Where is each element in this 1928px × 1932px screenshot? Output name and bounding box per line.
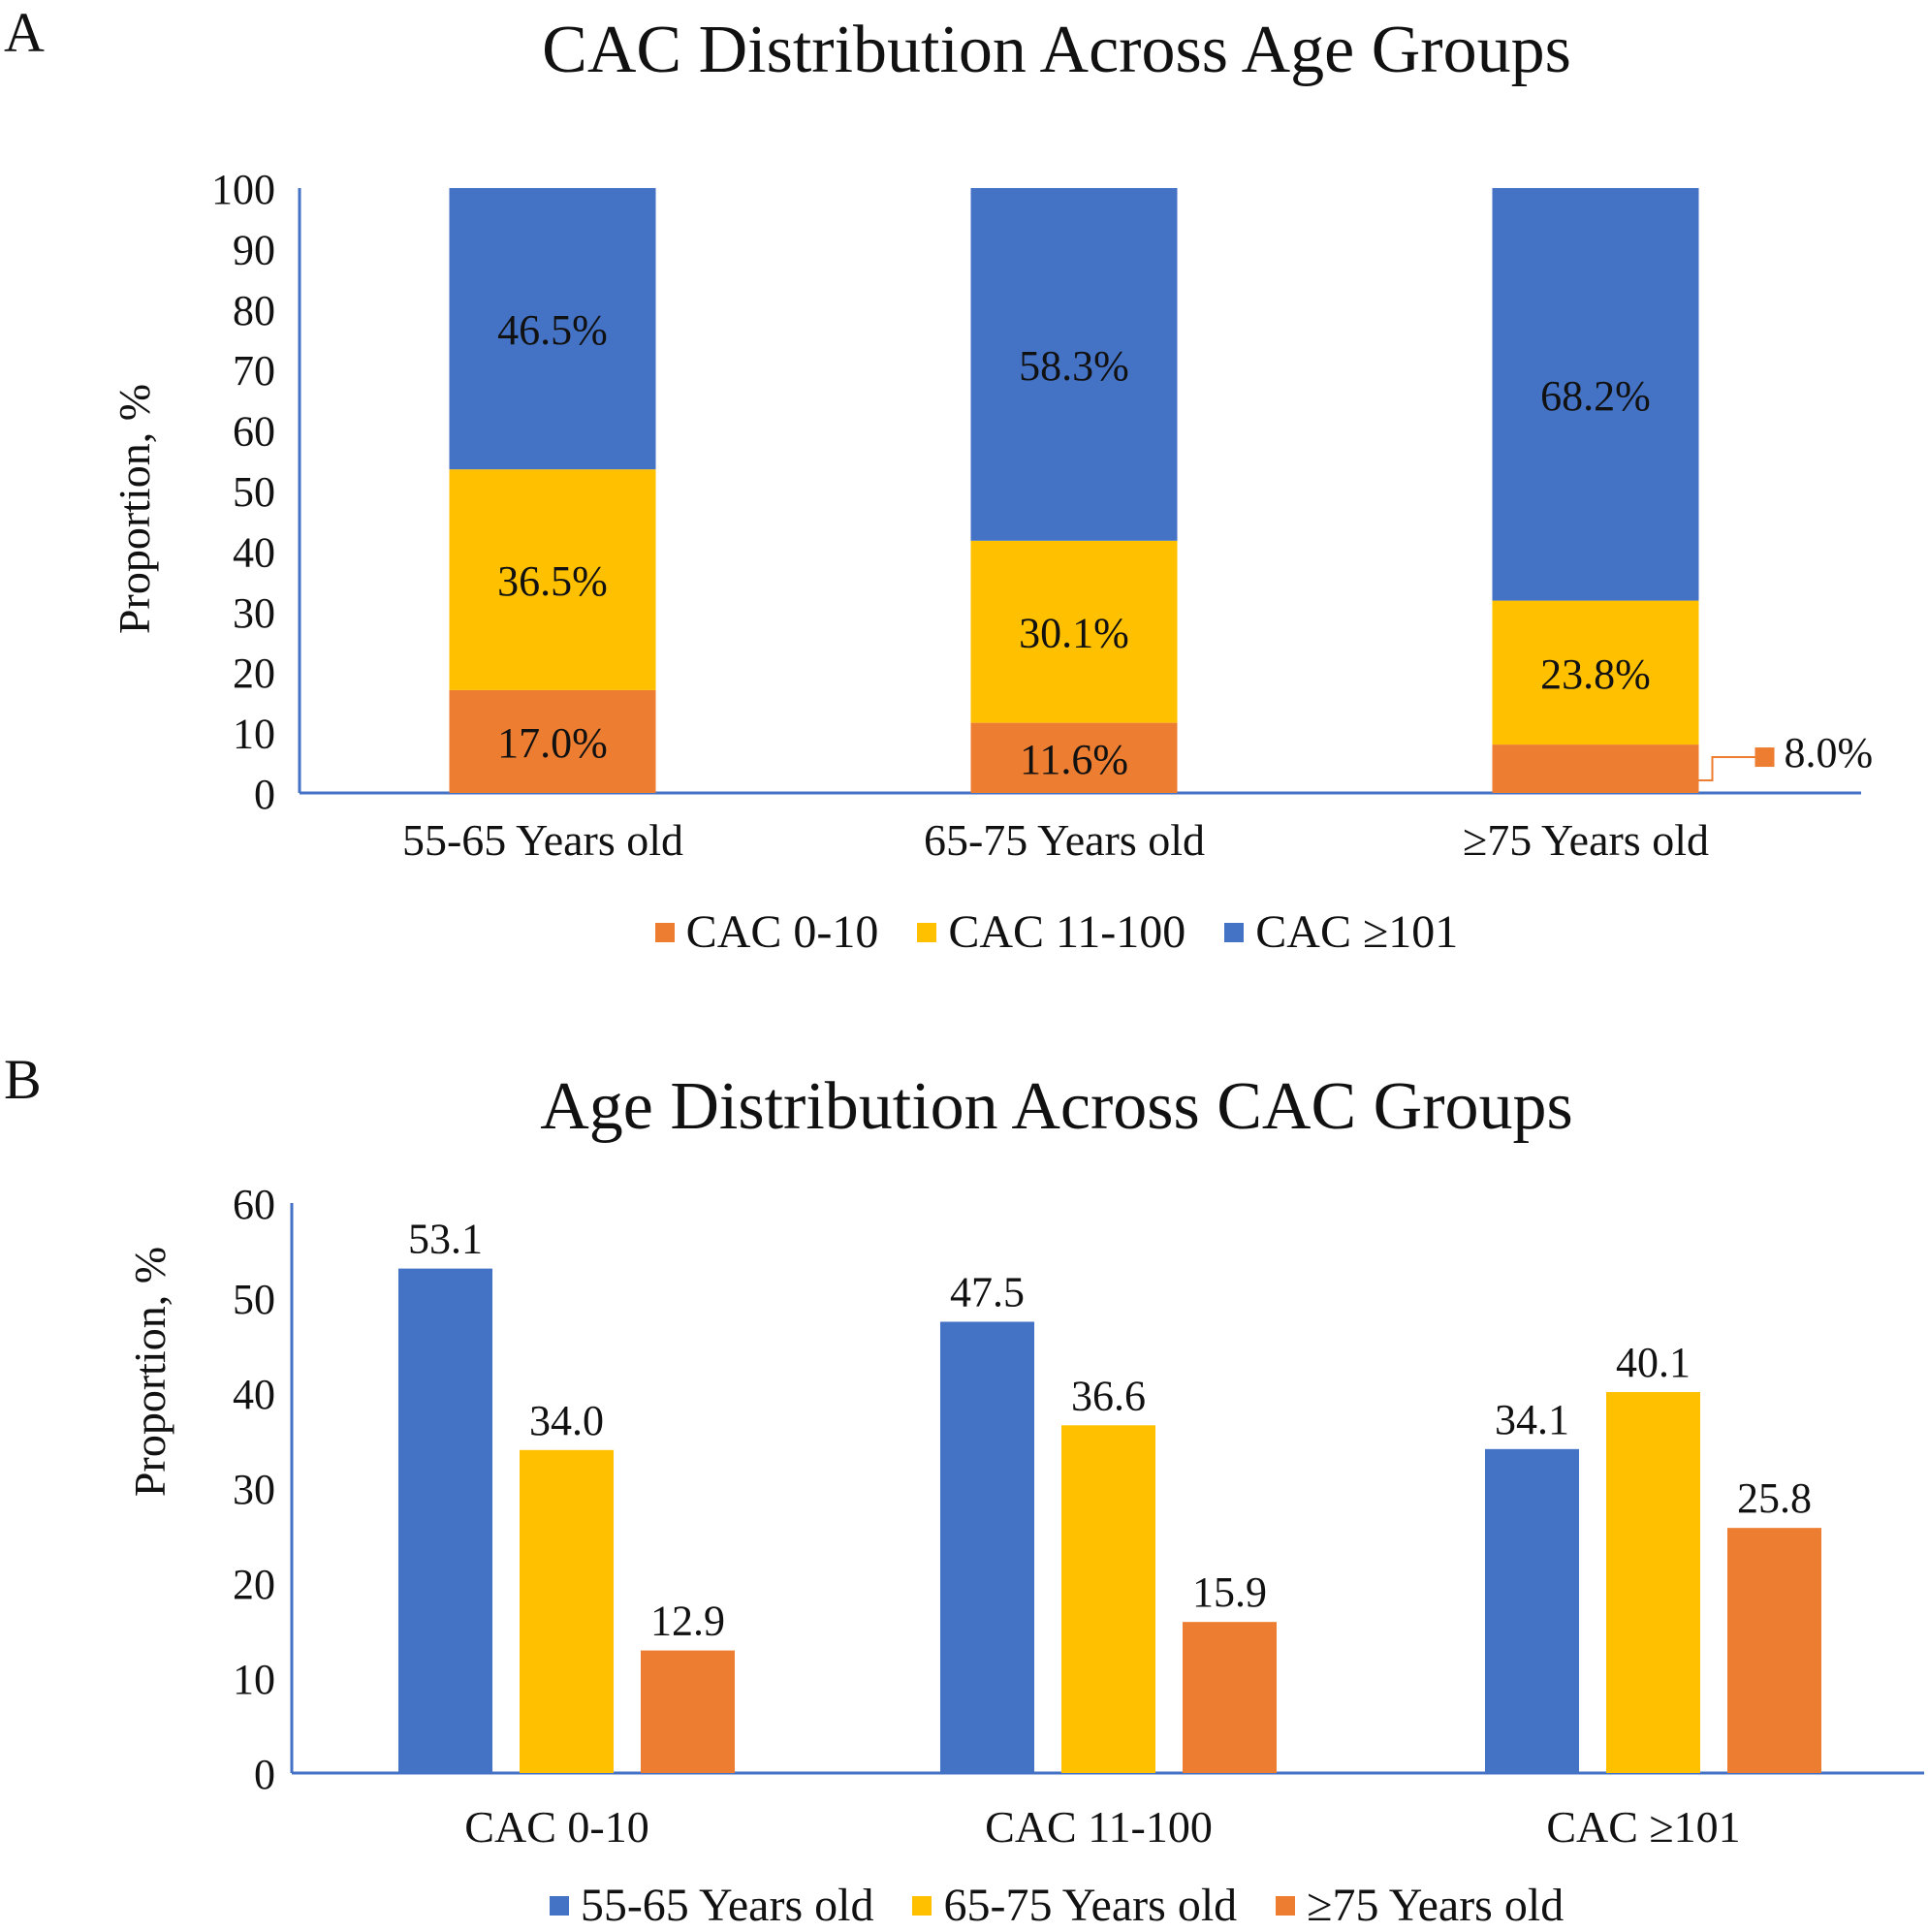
- legend-swatch: [1224, 922, 1245, 942]
- legend-label: CAC 11-100: [948, 906, 1186, 958]
- bar-gte-75-years-old-cac-gte-101: [1727, 1528, 1821, 1773]
- data-label: 23.8%: [1540, 650, 1651, 698]
- y-tick-label: 40: [233, 1371, 275, 1418]
- x-tick-label: CAC 11-100: [985, 1802, 1213, 1852]
- y-tick-label: 0: [254, 771, 275, 818]
- y-tick-label: 100: [211, 166, 275, 213]
- data-label: 47.5: [950, 1269, 1025, 1316]
- bar-65-75-years-old-cac-0-10: [520, 1449, 614, 1773]
- legend-item-cac-gte-101: CAC ≥101: [1224, 905, 1458, 959]
- bar-cac-gte-101-65-75-years-old: [970, 188, 1178, 541]
- bar-cac-gte-101-gte-75-years-old: [1492, 188, 1699, 601]
- data-label: 46.5%: [497, 306, 608, 354]
- legend-swatch: [912, 1895, 932, 1916]
- legend-swatch: [549, 1895, 569, 1916]
- y-tick-label: 30: [233, 1466, 275, 1513]
- data-label: 15.9: [1192, 1568, 1267, 1616]
- data-label: 25.8: [1737, 1474, 1812, 1522]
- legend-item-gte-75-years-old: ≥75 Years old: [1276, 1879, 1564, 1932]
- data-label: 34.0: [529, 1397, 604, 1444]
- y-tick-label: 60: [233, 408, 275, 456]
- legend-label: CAC ≥101: [1255, 906, 1459, 958]
- x-tick-label: 55-65 Years old: [402, 815, 683, 865]
- callout-marker: [1754, 747, 1775, 768]
- y-axis-title: Proportion, %: [110, 384, 159, 634]
- y-tick-label: 0: [254, 1751, 275, 1798]
- x-tick-label: CAC 0-10: [464, 1802, 648, 1852]
- data-label: 68.2%: [1540, 372, 1651, 420]
- y-axis-title: Proportion, %: [125, 1247, 174, 1497]
- data-label: 30.1%: [1019, 610, 1129, 657]
- legend-item-cac-0-10: CAC 0-10: [654, 905, 879, 959]
- data-label: 34.1: [1495, 1396, 1569, 1443]
- x-tick-label: ≥75 Years old: [1463, 815, 1709, 865]
- y-tick-label: 70: [233, 347, 275, 395]
- legend-item-cac-11-100: CAC 11-100: [917, 905, 1185, 959]
- panel-a-letter: A: [4, 1, 45, 64]
- data-label: 12.9: [650, 1598, 725, 1645]
- chart-a-plot: 0 10 20 30 40 50 60 70 80 90 100 Proportion, % 17.0%…: [110, 166, 1874, 865]
- y-tick-label: 60: [233, 1181, 275, 1228]
- legend-item-55-65-years-old: 55-65 Years old: [549, 1879, 874, 1932]
- data-label: 36.6: [1071, 1372, 1146, 1419]
- bar-65-75-years-old-cac-gte-101: [1606, 1392, 1700, 1773]
- y-tick-label: 10: [233, 1656, 275, 1703]
- legend-item-65-75-years-old: 65-75 Years old: [912, 1879, 1237, 1932]
- bar-55-65-years-old-cac-11-100: [940, 1321, 1034, 1773]
- x-tick-label: 65-75 Years old: [924, 815, 1205, 865]
- legend-swatch: [654, 922, 675, 942]
- legend-label: 55-65 Years old: [580, 1880, 874, 1931]
- bar-55-65-years-old-cac-gte-101: [1485, 1448, 1579, 1773]
- data-label: 36.5%: [497, 557, 608, 605]
- bar-65-75-years-old-cac-11-100: [1061, 1425, 1155, 1773]
- legend-label: 65-75 Years old: [943, 1880, 1238, 1931]
- legend-swatch: [917, 922, 937, 942]
- chart-b-title: Age Distribution Across CAC Groups: [540, 1069, 1573, 1144]
- bar-cac-0-10-gte-75-years-old: [1492, 744, 1699, 793]
- y-tick-label: 10: [233, 711, 275, 758]
- data-label: 8.0%: [1785, 729, 1874, 776]
- data-label: 17.0%: [497, 719, 608, 767]
- legend-swatch: [1276, 1895, 1296, 1916]
- x-tick-label: CAC ≥101: [1546, 1802, 1740, 1852]
- data-label: 53.1: [408, 1216, 483, 1263]
- bar-cac-11-100-55-65-years-old: [449, 469, 656, 690]
- y-tick-label: 20: [233, 649, 275, 697]
- y-tick-label: 50: [233, 1276, 275, 1323]
- y-tick-label: 20: [233, 1561, 275, 1608]
- bar-55-65-years-old-cac-0-10: [398, 1268, 492, 1773]
- chart-a-legend: CAC 0-10 CAC 11-100 CAC ≥101: [0, 905, 1928, 959]
- y-tick-label: 80: [233, 287, 275, 334]
- callout-leader: [1698, 756, 1755, 782]
- y-tick-label: 50: [233, 468, 275, 516]
- data-label: 40.1: [1616, 1339, 1691, 1386]
- bar-cac-0-10-65-75-years-old: [970, 722, 1178, 793]
- data-label: 11.6%: [1020, 736, 1128, 783]
- data-label: 58.3%: [1019, 342, 1129, 390]
- chart-b-legend: 55-65 Years old 65-75 Years old ≥75 Years …: [0, 1879, 1928, 1932]
- legend-label: ≥75 Years old: [1307, 1880, 1565, 1931]
- y-tick-label: 30: [233, 589, 275, 637]
- bar-gte-75-years-old-cac-0-10: [641, 1650, 735, 1773]
- chart-a-title: CAC Distribution Across Age Groups: [542, 13, 1571, 87]
- bar-cac-11-100-gte-75-years-old: [1492, 600, 1699, 745]
- bar-cac-gte-101-55-65-years-old: [449, 188, 656, 470]
- bar-cac-11-100-65-75-years-old: [970, 540, 1178, 723]
- y-tick-label: 40: [233, 528, 275, 576]
- legend-label: CAC 0-10: [685, 906, 879, 958]
- panel-b-letter: B: [4, 1048, 42, 1111]
- y-tick-label: 90: [233, 226, 275, 273]
- bar-gte-75-years-old-cac-11-100: [1183, 1622, 1277, 1773]
- bar-cac-0-10-55-65-years-old: [449, 689, 656, 793]
